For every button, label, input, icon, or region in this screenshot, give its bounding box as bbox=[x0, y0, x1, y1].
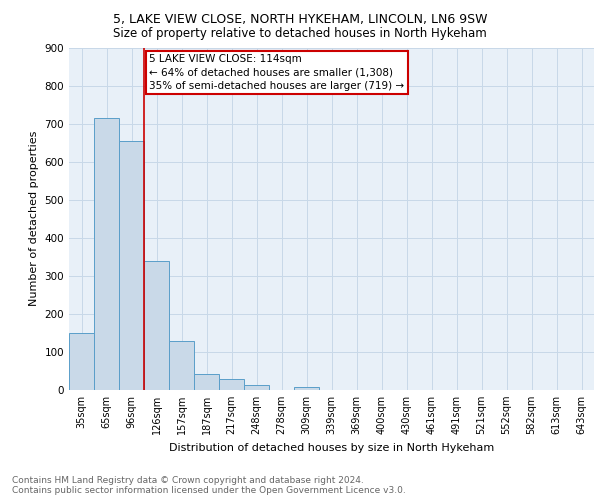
Text: Size of property relative to detached houses in North Hykeham: Size of property relative to detached ho… bbox=[113, 28, 487, 40]
Bar bbox=[294, 387, 319, 390]
Bar bbox=[119, 140, 144, 390]
Bar bbox=[94, 118, 119, 390]
Bar bbox=[219, 378, 244, 390]
Text: Contains HM Land Registry data © Crown copyright and database right 2024.
Contai: Contains HM Land Registry data © Crown c… bbox=[12, 476, 406, 495]
X-axis label: Distribution of detached houses by size in North Hykeham: Distribution of detached houses by size … bbox=[169, 442, 494, 452]
Text: 5, LAKE VIEW CLOSE, NORTH HYKEHAM, LINCOLN, LN6 9SW: 5, LAKE VIEW CLOSE, NORTH HYKEHAM, LINCO… bbox=[113, 12, 487, 26]
Y-axis label: Number of detached properties: Number of detached properties bbox=[29, 131, 39, 306]
Text: 5 LAKE VIEW CLOSE: 114sqm
← 64% of detached houses are smaller (1,308)
35% of se: 5 LAKE VIEW CLOSE: 114sqm ← 64% of detac… bbox=[149, 54, 404, 91]
Bar bbox=[169, 340, 194, 390]
Bar bbox=[144, 260, 169, 390]
Bar bbox=[194, 374, 219, 390]
Bar bbox=[69, 333, 94, 390]
Bar bbox=[244, 386, 269, 390]
